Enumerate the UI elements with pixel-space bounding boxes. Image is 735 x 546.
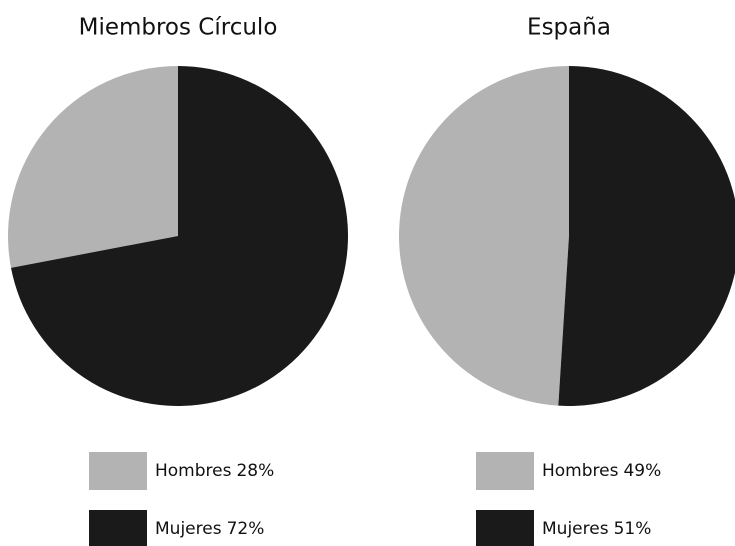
legend-swatch (476, 452, 534, 490)
pie-slice (558, 66, 735, 406)
legend-value: 72% (227, 519, 265, 539)
legend-category: Hombres (155, 461, 232, 481)
legend-category: Mujeres (542, 519, 609, 539)
pie-slice (11, 66, 348, 406)
legend-label: Hombres 28% (155, 461, 274, 481)
pie-slice (398, 66, 569, 406)
legend-category: Hombres (542, 461, 619, 481)
legend-category: Mujeres (155, 519, 222, 539)
legend-label: Mujeres 72% (155, 519, 264, 539)
legend-swatch (89, 452, 147, 490)
legend-swatch (89, 510, 147, 546)
legend-label: Hombres 49% (542, 461, 661, 481)
legend-swatch (476, 510, 534, 546)
chart-title: Miembros Círculo (79, 15, 278, 41)
chart-title: España (527, 15, 611, 41)
legend-value: 28% (236, 461, 274, 481)
pie-slice (7, 66, 178, 268)
legend-value: 51% (614, 519, 652, 539)
legend-label: Mujeres 51% (542, 519, 651, 539)
legend-value: 49% (623, 461, 661, 481)
